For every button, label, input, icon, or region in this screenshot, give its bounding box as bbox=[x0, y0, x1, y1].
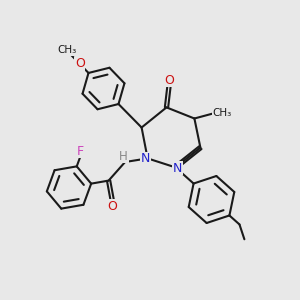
Text: F: F bbox=[77, 145, 84, 158]
Text: O: O bbox=[164, 74, 174, 87]
Text: CH₃: CH₃ bbox=[57, 45, 76, 55]
Text: N: N bbox=[173, 161, 183, 175]
Text: H: H bbox=[119, 149, 128, 163]
Text: O: O bbox=[75, 57, 85, 70]
Text: N: N bbox=[140, 152, 150, 166]
Text: O: O bbox=[107, 200, 117, 213]
Text: CH₃: CH₃ bbox=[212, 108, 232, 118]
